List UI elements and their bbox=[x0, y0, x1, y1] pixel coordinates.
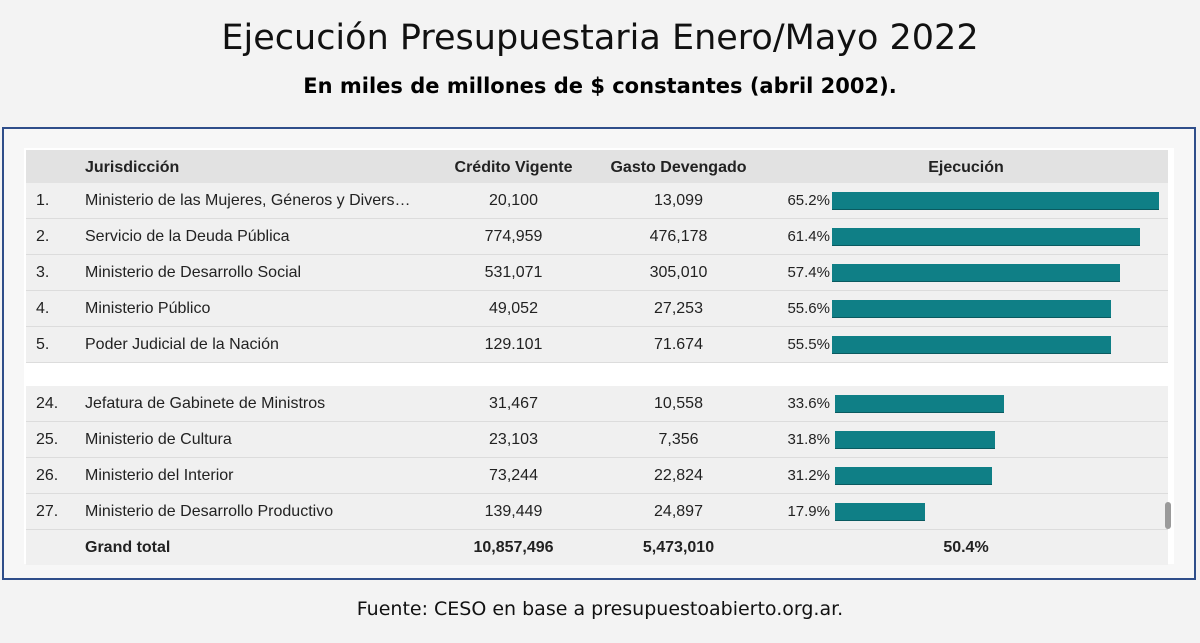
page-subtitle: En miles de millones de $ constantes (ab… bbox=[303, 74, 897, 98]
row-ejecucion-pct: 31.2% bbox=[787, 467, 830, 484]
header-ejecucion[interactable]: Ejecución bbox=[928, 159, 1004, 176]
row-gasto: 13,099 bbox=[654, 192, 703, 209]
row-gasto: 476,178 bbox=[649, 228, 708, 245]
table-row[interactable]: 3. Ministerio de Desarrollo Social 531,071… bbox=[26, 255, 1168, 291]
row-jurisdiccion: Ministerio de las Mujeres, Géneros y Div… bbox=[85, 192, 411, 209]
ejecucion-bar bbox=[835, 395, 1004, 413]
row-rank: 24. bbox=[36, 395, 59, 412]
header-gasto[interactable]: Gasto Devengado bbox=[610, 159, 747, 176]
table-row[interactable]: 25. Ministerio de Cultura 23,103 7,356 31.8% bbox=[26, 422, 1168, 458]
table-row[interactable]: 2. Servicio de la Deuda Pública 774,959 476… bbox=[26, 219, 1168, 255]
row-gasto: 27,253 bbox=[654, 300, 703, 317]
table-row[interactable]: 4. Ministerio Público 49,052 27,253 55.6% bbox=[26, 291, 1168, 327]
row-gasto: 24,897 bbox=[654, 503, 703, 520]
ejecucion-bar bbox=[832, 300, 1112, 318]
table-header: Jurisdicción Crédito Vigente Gasto Deven… bbox=[26, 150, 1168, 185]
row-credito: 49,052 bbox=[489, 300, 538, 317]
header-jurisdiccion[interactable]: Jurisdicción bbox=[85, 159, 180, 176]
row-credito: 129.101 bbox=[484, 336, 543, 353]
ejecucion-bar bbox=[835, 503, 925, 521]
row-credito: 20,100 bbox=[489, 192, 538, 209]
row-credito: 23,103 bbox=[489, 431, 538, 448]
table-row[interactable]: 27. Ministerio de Desarrollo Productivo 13… bbox=[26, 494, 1168, 530]
row-credito: 531,071 bbox=[484, 264, 543, 281]
row-rank: 5. bbox=[36, 336, 50, 353]
row-gasto: 305,010 bbox=[649, 264, 708, 281]
row-credito: 774,959 bbox=[484, 228, 543, 245]
ejecucion-bar bbox=[832, 228, 1141, 246]
row-jurisdiccion: Ministerio de Cultura bbox=[85, 431, 232, 448]
row-credito: 31,467 bbox=[489, 395, 538, 412]
row-jurisdiccion: Ministerio Público bbox=[85, 300, 211, 317]
grand-total-row: Grand total 10,857,496 5,473,010 50.4% bbox=[26, 530, 1168, 565]
row-ejecucion-pct: 31.8% bbox=[787, 431, 830, 448]
table-row[interactable]: 5. Poder Judicial de la Nación 129.101 71.6… bbox=[26, 327, 1168, 363]
row-ejecucion-pct: 17.9% bbox=[787, 503, 830, 520]
row-gasto: 22,824 bbox=[654, 467, 703, 484]
row-gasto: 7,356 bbox=[658, 431, 699, 448]
row-ejecucion-pct: 65.2% bbox=[787, 192, 830, 209]
row-rank: 1. bbox=[36, 192, 50, 209]
row-rank: 27. bbox=[36, 503, 59, 520]
total-gasto: 5,473,010 bbox=[642, 539, 715, 556]
row-ejecucion-pct: 55.5% bbox=[787, 336, 830, 353]
header-credito[interactable]: Crédito Vigente bbox=[454, 159, 573, 176]
row-ejecucion-pct: 55.6% bbox=[787, 300, 830, 317]
row-ejecucion-pct: 57.4% bbox=[787, 264, 830, 281]
scrollbar[interactable] bbox=[1165, 502, 1171, 529]
row-rank: 26. bbox=[36, 467, 59, 484]
ejecucion-bar bbox=[832, 264, 1121, 282]
row-jurisdiccion: Ministerio del Interior bbox=[85, 467, 234, 484]
source-footer: Fuente: CESO en base a presupuestoabiert… bbox=[356, 598, 844, 620]
row-ejecucion-pct: 61.4% bbox=[787, 228, 830, 245]
table-row[interactable]: 1. Ministerio de las Mujeres, Géneros y D… bbox=[26, 183, 1168, 219]
row-jurisdiccion: Jefatura de Gabinete de Ministros bbox=[85, 395, 326, 412]
row-rank: 4. bbox=[36, 300, 50, 317]
total-label: Grand total bbox=[85, 539, 171, 556]
ejecucion-bar bbox=[835, 431, 995, 449]
page-title: Ejecución Presupuestaria Enero/Mayo 2022 bbox=[221, 18, 979, 58]
row-gasto: 71.674 bbox=[654, 336, 703, 353]
row-rank: 3. bbox=[36, 264, 50, 281]
row-jurisdiccion: Ministerio de Desarrollo Productivo bbox=[85, 503, 334, 520]
row-jurisdiccion: Poder Judicial de la Nación bbox=[85, 336, 279, 353]
total-credito: 10,857,496 bbox=[473, 539, 554, 556]
row-rank: 25. bbox=[36, 431, 59, 448]
ejecucion-bar bbox=[832, 192, 1160, 210]
ejecucion-bar bbox=[832, 336, 1111, 354]
row-rank: 2. bbox=[36, 228, 50, 245]
table-row[interactable]: 26. Ministerio del Interior 73,244 22,824 31… bbox=[26, 458, 1168, 494]
row-jurisdiccion: Servicio de la Deuda Pública bbox=[85, 228, 290, 245]
total-ejecucion: 50.4% bbox=[943, 539, 989, 556]
row-jurisdiccion: Ministerio de Desarrollo Social bbox=[85, 264, 302, 281]
row-ejecucion-pct: 33.6% bbox=[787, 395, 830, 412]
table-row[interactable]: 24. Jefatura de Gabinete de Ministros 31,4… bbox=[26, 386, 1168, 422]
ejecucion-bar bbox=[835, 467, 992, 485]
row-credito: 73,244 bbox=[489, 467, 538, 484]
row-gasto: 10,558 bbox=[654, 395, 703, 412]
row-credito: 139,449 bbox=[484, 503, 543, 520]
